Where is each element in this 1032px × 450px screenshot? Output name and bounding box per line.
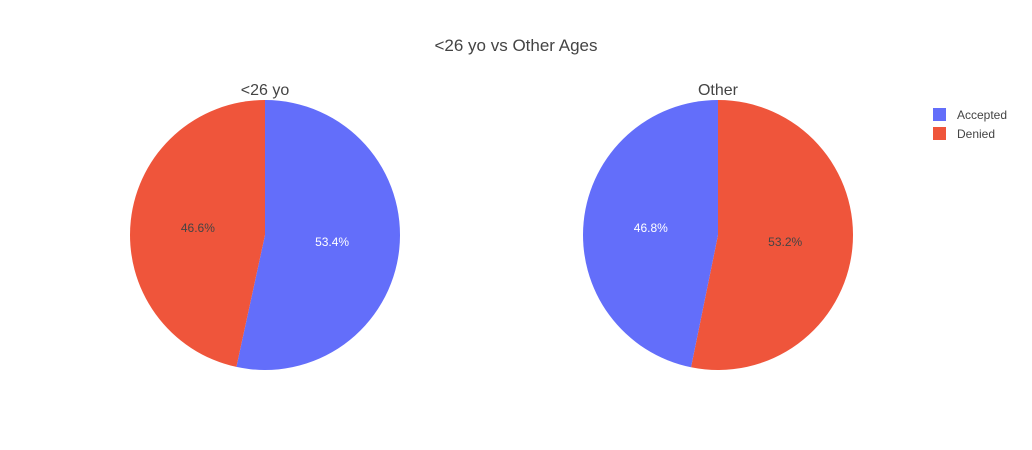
pie-other-title: Other — [698, 82, 739, 99]
pie-young-slice-denied[interactable] — [130, 100, 265, 367]
legend[interactable]: Accepted Denied — [933, 108, 1007, 141]
pie-other-slice-denied[interactable] — [691, 100, 854, 371]
chart-title: <26 yo vs Other Ages — [434, 36, 597, 55]
pie-young: <26 yo 53.4% 46.6% — [130, 82, 401, 370]
legend-label-denied: Denied — [957, 127, 995, 141]
pie-other-label-denied: 53.2% — [768, 235, 802, 249]
legend-swatch-denied — [933, 127, 946, 140]
pie-young-slice-accepted[interactable] — [236, 99, 401, 370]
pie-other: Other 53.2% 46.8% — [583, 82, 854, 371]
legend-item-denied[interactable]: Denied — [933, 127, 995, 141]
legend-item-accepted[interactable]: Accepted — [933, 108, 1007, 122]
legend-label-accepted: Accepted — [957, 108, 1007, 122]
pie-other-slice-accepted[interactable] — [583, 100, 718, 368]
legend-swatch-accepted — [933, 108, 946, 121]
pie-other-label-accepted: 46.8% — [634, 221, 668, 235]
pie-young-label-accepted: 53.4% — [315, 235, 349, 249]
pie-young-label-denied: 46.6% — [181, 221, 215, 235]
pie-young-title: <26 yo — [241, 82, 290, 99]
